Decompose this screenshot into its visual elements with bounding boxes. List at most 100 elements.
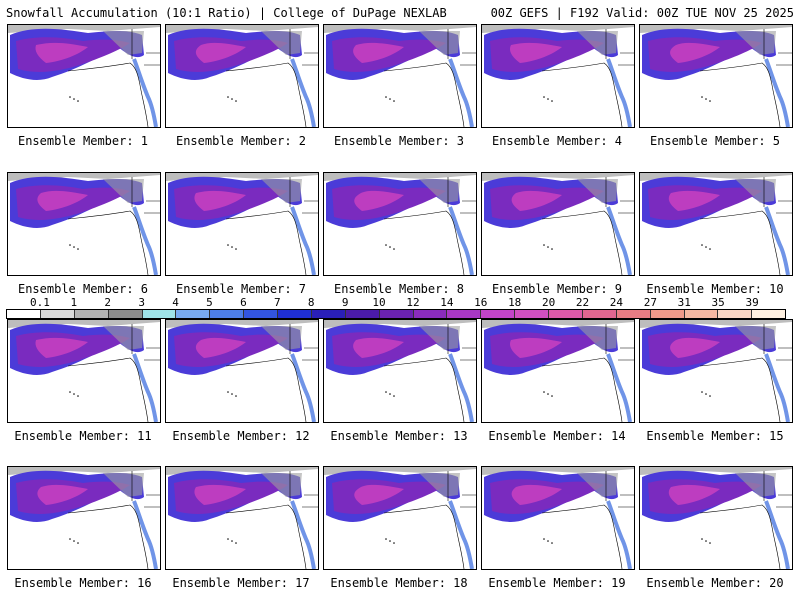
map-graphic	[324, 173, 476, 275]
map-graphic	[324, 25, 476, 127]
colorbar-tick: 1	[70, 296, 78, 309]
colorbar-swatch	[616, 310, 651, 318]
snowfall-map-member	[165, 466, 319, 570]
colorbar-tick: 39	[745, 296, 759, 309]
colorbar-swatch	[650, 310, 685, 318]
ensemble-member-label: Ensemble Member: 7	[175, 282, 307, 296]
colorbar-tick: 22	[575, 296, 590, 309]
colorbar-swatch	[278, 310, 312, 318]
colorbar-tick: 24	[609, 296, 624, 309]
snowfall-map-member	[481, 172, 635, 276]
snowfall-map-member	[481, 466, 635, 570]
map-graphic	[166, 173, 318, 275]
ensemble-member-label: Ensemble Member: 14	[488, 429, 626, 443]
ensemble-member-label: Ensemble Member: 6	[17, 282, 149, 296]
snowfall-map-member	[7, 466, 161, 570]
colorbar-swatch	[718, 310, 753, 318]
map-graphic	[482, 467, 634, 569]
colorbar-tick: 18	[508, 296, 522, 309]
colorbar-tick: 14	[440, 296, 454, 309]
colorbar-tick: 9	[341, 296, 349, 309]
colorbar-tick: 35	[711, 296, 725, 309]
ensemble-member-label: Ensemble Member: 20	[646, 576, 784, 590]
colorbar-swatch	[7, 310, 41, 318]
ensemble-member-label: Ensemble Member: 17	[172, 576, 310, 590]
map-graphic	[166, 467, 318, 569]
snowfall-map-member	[639, 319, 793, 423]
ensemble-member-label: Ensemble Member: 15	[646, 429, 784, 443]
ensemble-member-label: Ensemble Member: 10	[646, 282, 784, 296]
colorbar-tick: 16	[474, 296, 488, 309]
ensemble-member-label: Ensemble Member: 16	[14, 576, 152, 590]
map-graphic	[640, 25, 792, 127]
map-graphic	[482, 320, 634, 422]
colorbar-swatch	[244, 310, 278, 318]
colorbar-tick: 7	[273, 296, 281, 309]
colorbar-swatch	[684, 310, 719, 318]
map-graphic	[482, 173, 634, 275]
colorbar-swatch	[74, 310, 109, 318]
map-graphic	[8, 25, 160, 127]
colorbar-swatch	[40, 310, 75, 318]
colorbar-swatch	[210, 310, 245, 318]
snowfall-map-member	[323, 319, 477, 423]
colorbar-tick: 20	[541, 296, 556, 309]
colorbar-swatch	[481, 310, 516, 318]
map-graphic	[640, 320, 792, 422]
map-graphic	[640, 467, 792, 569]
colorbar-swatch	[176, 310, 211, 318]
map-graphic	[166, 25, 318, 127]
snowfall-map-member	[323, 466, 477, 570]
snowfall-map-member	[165, 319, 319, 423]
ensemble-member-label: Ensemble Member: 18	[330, 576, 468, 590]
map-graphic	[8, 467, 160, 569]
ensemble-member-label: Ensemble Member: 2	[175, 134, 307, 148]
colorbar-swatch	[311, 310, 346, 318]
colorbar-swatch	[752, 310, 786, 318]
map-graphic	[324, 467, 476, 569]
colorbar-swatch	[379, 310, 414, 318]
ensemble-member-label: Ensemble Member: 1	[17, 134, 149, 148]
map-graphic	[324, 320, 476, 422]
snowfall-colorbar	[6, 309, 786, 319]
colorbar-tick: 6	[240, 296, 247, 309]
colorbar-tick: 8	[307, 296, 315, 309]
snowfall-map-member	[165, 24, 319, 128]
snowfall-map-member	[639, 466, 793, 570]
map-graphic	[166, 320, 318, 422]
map-title: Snowfall Accumulation (10:1 Ratio) | Col…	[6, 6, 447, 20]
colorbar-swatch	[549, 310, 583, 318]
snowfall-map-member	[7, 319, 161, 423]
ensemble-member-label: Ensemble Member: 12	[172, 429, 310, 443]
colorbar-swatch	[142, 310, 177, 318]
colorbar-swatch	[108, 310, 143, 318]
map-graphic	[8, 320, 160, 422]
colorbar-tick: 4	[172, 296, 179, 309]
colorbar-tick-labels: 0.1 1 2 3 4 5 6 7 8 9 10 12 14 16 18 20 22 24 27 31 35 39	[6, 296, 786, 309]
ensemble-member-label: Ensemble Member: 4	[491, 134, 623, 148]
snowfall-map-member	[7, 24, 161, 128]
ensemble-member-label: Ensemble Member: 9	[491, 282, 623, 296]
snowfall-map-member	[7, 172, 161, 276]
map-graphic	[640, 173, 792, 275]
snowfall-map-member	[323, 172, 477, 276]
snowfall-map-member	[639, 172, 793, 276]
colorbar-tick: 3	[138, 296, 145, 309]
colorbar-tick: 0.1	[29, 296, 50, 309]
snowfall-map-member	[481, 24, 635, 128]
snowfall-map-member	[481, 319, 635, 423]
colorbar-swatch	[447, 310, 482, 318]
colorbar-swatch	[413, 310, 448, 318]
colorbar-tick: 12	[406, 296, 420, 309]
ensemble-member-label: Ensemble Member: 5	[649, 134, 781, 148]
map-graphic	[8, 173, 160, 275]
snowfall-map-member	[165, 172, 319, 276]
snowfall-map-member	[323, 24, 477, 128]
colorbar-swatch	[582, 310, 617, 318]
ensemble-member-label: Ensemble Member: 3	[333, 134, 465, 148]
colorbar-tick: 31	[677, 296, 691, 309]
colorbar-swatch	[515, 310, 549, 318]
colorbar-tick: 27	[643, 296, 657, 309]
ensemble-member-label: Ensemble Member: 19	[488, 576, 626, 590]
snowfall-map-member	[639, 24, 793, 128]
